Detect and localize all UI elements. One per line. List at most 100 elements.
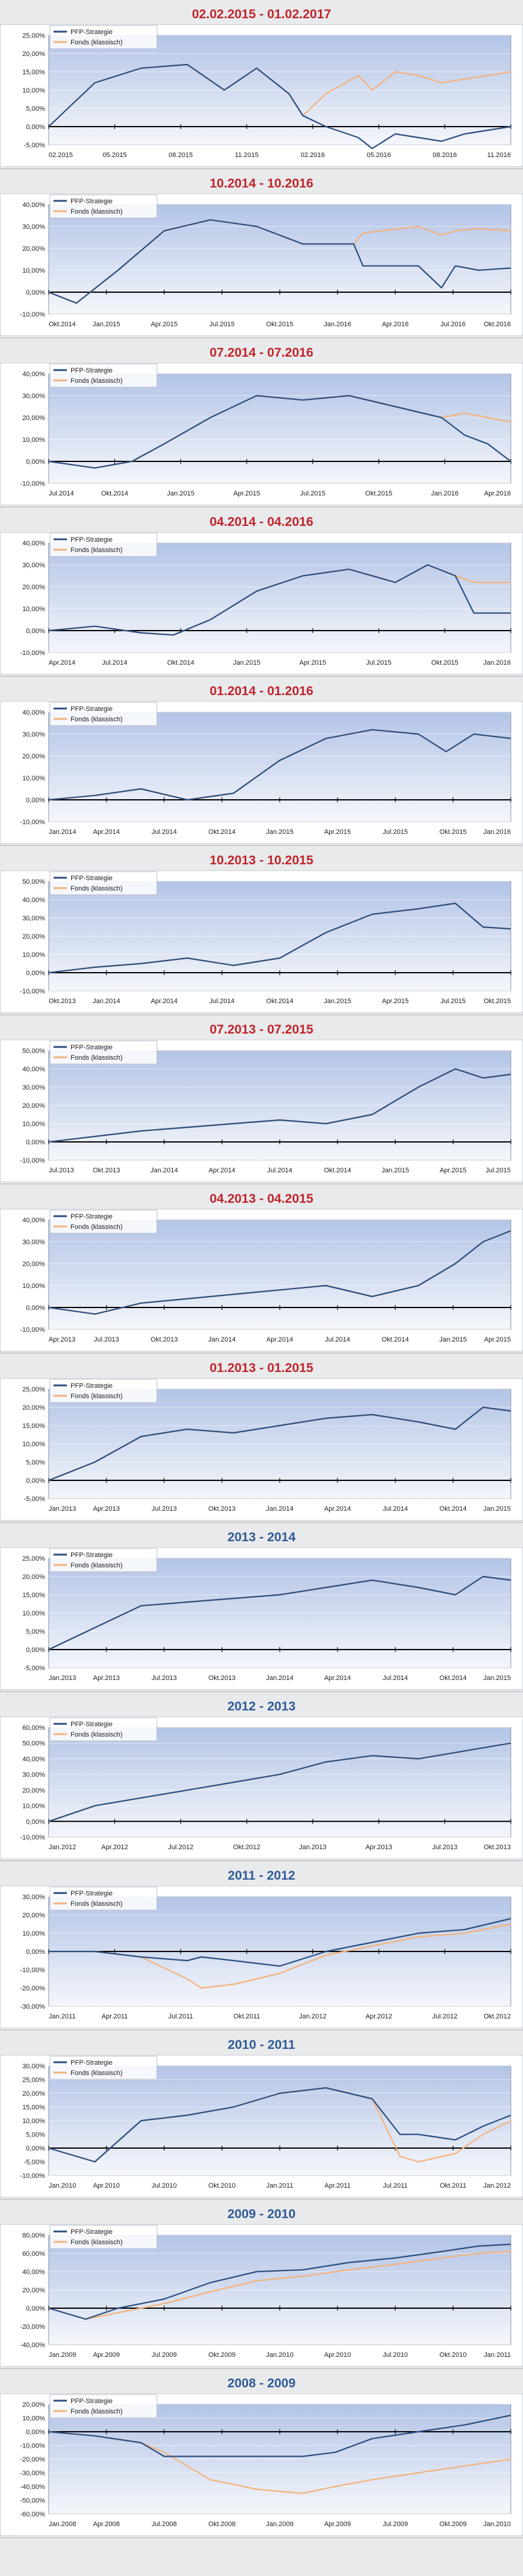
y-tick-label: 15,00% [23, 2104, 46, 2112]
y-tick-label: -50,00% [20, 2497, 45, 2505]
legend-label: PFP-Strategie [71, 2228, 113, 2236]
legend-label: Fonds (klassisch) [71, 1900, 123, 1908]
legend-label: PFP-Strategie [71, 1044, 113, 1051]
legend-box [49, 363, 158, 388]
legend-box [49, 1040, 158, 1065]
y-tick-label: 30,00% [23, 562, 46, 569]
y-tick-label: 20,00% [23, 933, 46, 940]
x-tick-label: Jul.2010 [151, 2182, 177, 2189]
x-tick-label: Okt.2008 [209, 2521, 236, 2528]
plot-area [48, 373, 511, 484]
x-tick-label: Jan.2012 [49, 1844, 76, 1851]
x-tick-label: Apr.2014 [324, 1505, 351, 1513]
x-tick-label: Apr.2014 [49, 659, 75, 667]
panel-divider [0, 1691, 523, 1692]
y-tick-label: -40,00% [20, 2342, 45, 2349]
chart-panel: 2013 - 2014 -5,00% 0,00% 5,00% 10,00% 15,00% 2… [0, 1523, 523, 1692]
legend-label: PFP-Strategie [71, 1382, 113, 1390]
y-tick-label: 0,00% [26, 2429, 45, 2436]
y-tick-label: 10,00% [23, 1610, 46, 1617]
x-tick-label: Jan.2015 [381, 1167, 409, 1174]
legend-box [49, 1717, 158, 1741]
x-tick-label: 08.2016 [433, 152, 457, 159]
chart-title: 07.2014 - 07.2016 [209, 346, 314, 360]
legend-box [49, 25, 158, 49]
y-tick-label: 20,00% [23, 2090, 46, 2098]
legend: PFP-Strategie Fonds (klassisch) [49, 702, 158, 726]
y-tick-label: 10,00% [23, 2118, 46, 2125]
chart-panel: 2009 - 2010 -40,00% -20,00% 0,00% 20,00% 40,0… [0, 2200, 523, 2369]
chart-panel: 07.2013 - 07.2015 -10,00% 0,00% 10,00% 20,00… [0, 1015, 523, 1185]
x-tick-label: Jul.2012 [432, 2013, 458, 2020]
x-tick-label: Okt.2014 [49, 321, 76, 328]
y-tick-label: 20,00% [23, 1573, 46, 1581]
legend-box [49, 2225, 158, 2249]
x-tick-label: Okt.2015 [483, 998, 511, 1005]
y-tick-label: 20,00% [23, 245, 46, 253]
y-tick-label: -10,00% [20, 819, 45, 826]
y-tick-label: 0,00% [26, 2305, 45, 2312]
x-tick-label: Apr.2013 [93, 1505, 120, 1513]
legend: PFP-Strategie Fonds (klassisch) [49, 1717, 158, 1741]
x-tick-label: Jul.2011 [383, 2182, 408, 2189]
x-tick-label: 05.2015 [103, 152, 127, 159]
y-tick-label: 20,00% [23, 753, 46, 760]
x-tick-label: Jan.2014 [92, 998, 120, 1005]
y-tick-label: 10,00% [23, 1283, 46, 1290]
legend-label: PFP-Strategie [71, 875, 113, 882]
x-tick-label: Jul.2015 [366, 659, 392, 667]
y-tick-label: 10,00% [23, 606, 46, 613]
line-chart: -10,00% -5,00% 0,00% 5,00% 10,00% 15,00% 20,00… [0, 2055, 523, 2197]
chart-title: 01.2013 - 01.2015 [209, 1361, 314, 1375]
series-line-pfp-strategie [48, 1742, 511, 1822]
x-tick-label: Jul.2016 [440, 321, 466, 328]
legend-box [49, 1379, 158, 1403]
legend-box [49, 2394, 158, 2418]
line-chart: -5,00% 0,00% 5,00% 10,00% 15,00% 20,00% 25,00%… [0, 1378, 523, 1521]
y-tick-label: 20,00% [23, 2401, 46, 2409]
chart-title: 04.2014 - 04.2016 [209, 515, 314, 529]
x-tick-label: Okt.2015 [440, 828, 467, 836]
y-tick-label: -10,00% [20, 480, 45, 488]
plot-area [48, 204, 511, 315]
legend-label: PFP-Strategie [71, 536, 113, 544]
y-tick-label: 10,00% [23, 1930, 46, 1937]
y-tick-label: 0,00% [26, 2145, 45, 2152]
y-tick-label: 40,00% [23, 897, 46, 904]
y-tick-label: 0,00% [26, 797, 45, 804]
x-tick-label: Apr.2014 [266, 1336, 293, 1343]
y-tick-label: -10,00% [20, 1967, 45, 1974]
x-tick-label: Okt.2014 [266, 998, 294, 1005]
y-tick-label: 20,00% [23, 1261, 46, 1268]
legend: PFP-Strategie Fonds (klassisch) [49, 1379, 158, 1403]
panel-divider [0, 1522, 523, 1523]
x-tick-label: Jul.2013 [151, 1675, 177, 1682]
x-tick-label: Jan.2011 [266, 2182, 293, 2189]
panel-divider [0, 2368, 523, 2369]
chart-panel: 01.2013 - 01.2015 -5,00% 0,00% 5,00% 10,00% 1… [0, 1354, 523, 1523]
series-line-pfp-strategie [49, 1917, 511, 1967]
legend-label: Fonds (klassisch) [71, 547, 123, 554]
x-tick-label: Apr.2016 [382, 321, 409, 328]
y-tick-label: 25,00% [23, 2077, 46, 2084]
panel-divider [0, 1183, 523, 1185]
legend: PFP-Strategie Fonds (klassisch) [49, 194, 158, 219]
y-tick-label: 40,00% [23, 1217, 46, 1224]
x-tick-label: Apr.2013 [365, 1844, 392, 1851]
legend-box [49, 194, 158, 219]
x-tick-label: Jan.2012 [483, 2182, 511, 2189]
legend: PFP-Strategie Fonds (klassisch) [49, 871, 158, 895]
y-tick-label: 20,00% [23, 1404, 46, 1412]
line-chart: -10,00% 0,00% 10,00% 20,00% 30,00% 40,00% 50,0… [0, 1717, 523, 1859]
x-tick-label: Jul.2011 [168, 2013, 193, 2020]
x-tick-label: 11.2016 [487, 152, 511, 159]
legend: PFP-Strategie Fonds (klassisch) [49, 1209, 158, 1234]
y-tick-label: 80,00% [23, 2232, 46, 2239]
legend-box [49, 702, 158, 726]
series-line-pfp-strategie [48, 219, 511, 304]
x-tick-label: Apr.2008 [93, 2521, 120, 2528]
x-tick-label: Jul.2014 [267, 1167, 293, 1174]
x-tick-label: Jul.2014 [209, 998, 235, 1005]
series-line-pfp-strategie [48, 1575, 511, 1650]
